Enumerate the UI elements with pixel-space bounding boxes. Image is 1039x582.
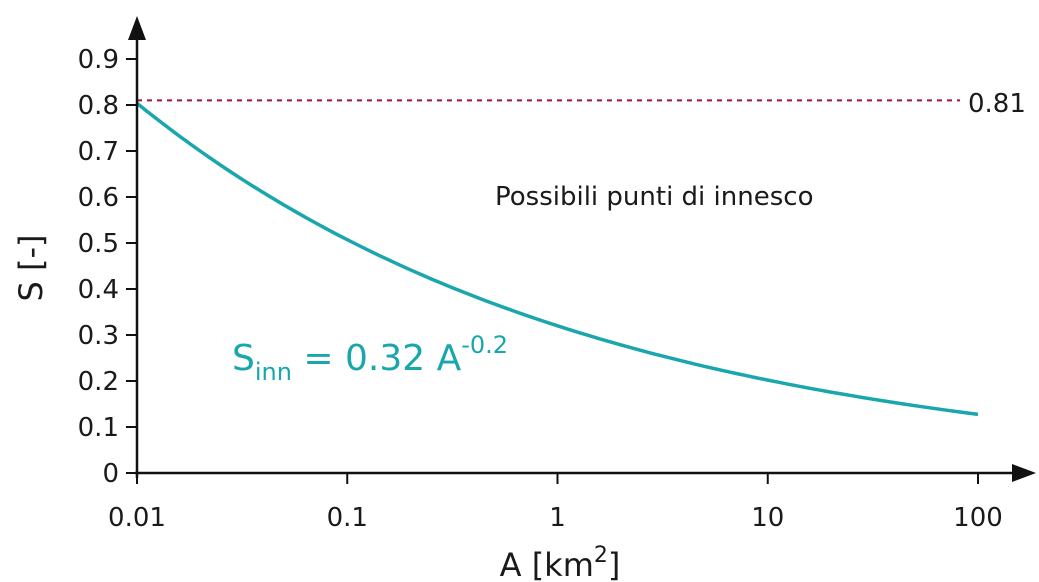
y-tick-label: 0.6: [78, 183, 119, 213]
x-tick-label: 100: [953, 503, 1003, 533]
equation-sup: -0.2: [461, 331, 508, 359]
x-tick-label: 0.01: [108, 503, 166, 533]
y-tick-label: 0.7: [78, 137, 119, 167]
x-axis-title-base: A [km: [500, 546, 594, 582]
equation-label: Sinn = 0.32 A-0.2: [232, 331, 508, 386]
y-tick-label: 0.1: [78, 413, 119, 443]
y-tick-label: 0.5: [78, 229, 119, 259]
x-tick-label: 1: [549, 503, 566, 533]
y-tick-label: 0.4: [78, 275, 119, 305]
y-axis-arrow-icon: [128, 16, 146, 40]
y-tick-label: 0.2: [78, 367, 119, 397]
y-tick-label: 0.8: [78, 91, 119, 121]
equation-mid: = 0.32 A: [292, 338, 462, 379]
y-axis-title: S [-]: [12, 235, 50, 302]
x-axis-title: A [km2]: [500, 543, 621, 582]
x-tick-label: 0.1: [327, 503, 368, 533]
series-curve: [135, 101, 979, 417]
y-tick-label: 0.9: [78, 45, 119, 75]
x-axis-title-sup: 2: [594, 543, 608, 568]
y-tick-label: 0: [102, 459, 119, 489]
equation-sub: inn: [255, 358, 292, 386]
x-tick-label: 10: [751, 503, 784, 533]
annotation-text: Possibili punti di innesco: [495, 182, 813, 212]
equation-base: S: [232, 338, 255, 379]
tick-layer: 0 0.1 0.2 0.3 0.4 0.5 0.6 0.7 0.8 0.9 0.01 0.1 1 10 10…: [78, 45, 1003, 533]
x-axis-arrow-icon: [1012, 464, 1036, 482]
threshold-label: 0.81: [968, 89, 1026, 119]
y-tick-label: 0.3: [78, 321, 119, 351]
x-axis-title-end: ]: [608, 546, 620, 582]
